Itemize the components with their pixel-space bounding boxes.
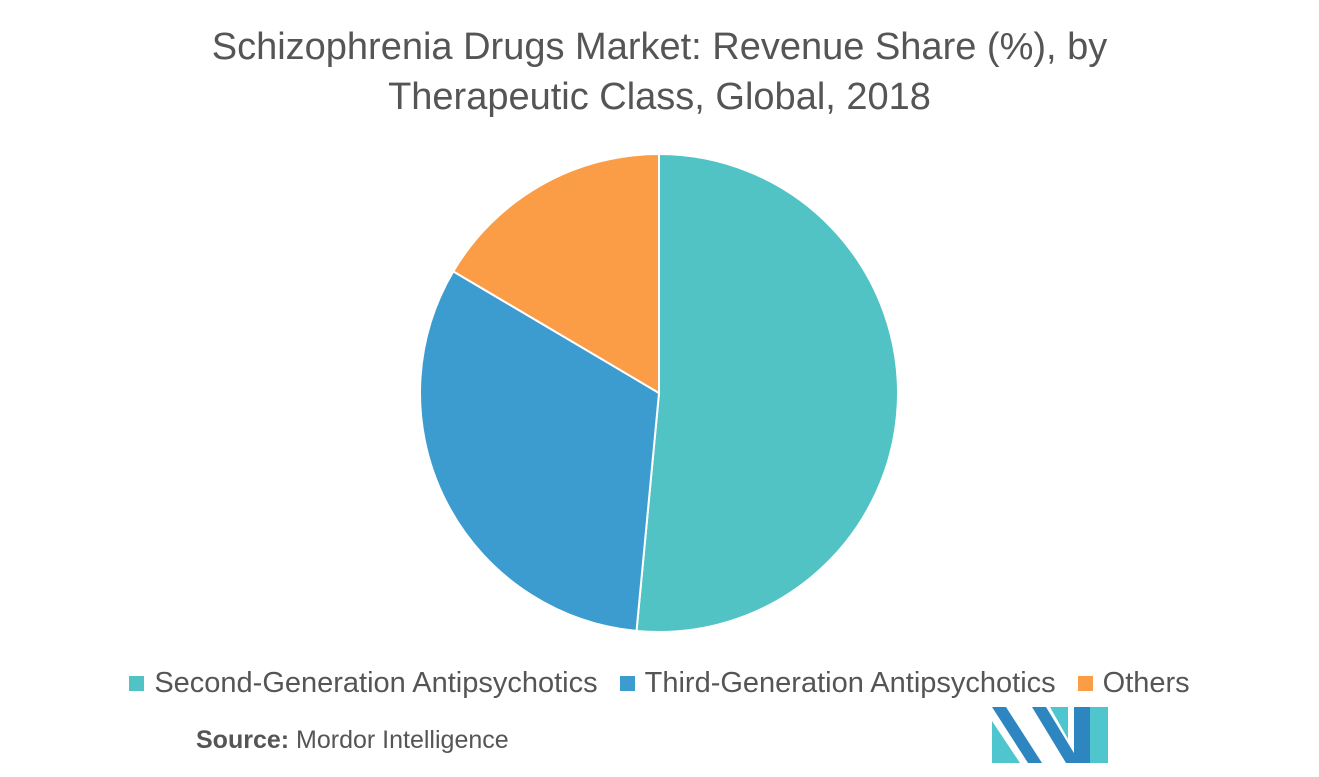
legend-label-second-generation: Second-Generation Antipsychotics [154,666,598,699]
legend-swatch-third-generation [619,675,635,691]
chart-title-line-1: Schizophrenia Drugs Market: Revenue Shar… [211,26,1108,68]
source-label: Source: [196,726,290,754]
legend-item-third-generation: Third-Generation Antipsychotics [619,666,1056,700]
legend-label-third-generation: Third-Generation Antipsychotics [644,666,1056,699]
legend-item-others: Others [1077,666,1190,700]
legend-label-others: Others [1102,666,1190,699]
pie-slice-third-generation-antipsychotics [419,269,661,633]
legend-swatch-others [1077,675,1093,691]
pie-chart [419,152,899,633]
source-text: Mordor Intelligence [296,726,509,754]
chart-title: Schizophrenia Drugs Market: Revenue Shar… [0,22,1319,122]
chart-title-line-2: Therapeutic Class, Global, 2018 [388,76,931,118]
pie-slice-second-generation-antipsychotics [635,152,899,633]
pie-slice-others [451,152,660,395]
mordor-intelligence-logo-icon [992,707,1108,763]
legend-item-second-generation: Second-Generation Antipsychotics [129,666,598,700]
source-note: Source: Mordor Intelligence [196,726,509,755]
legend-swatch-second-generation [129,675,145,691]
chart-legend: Second-Generation Antipsychotics Third-G… [0,662,1319,704]
